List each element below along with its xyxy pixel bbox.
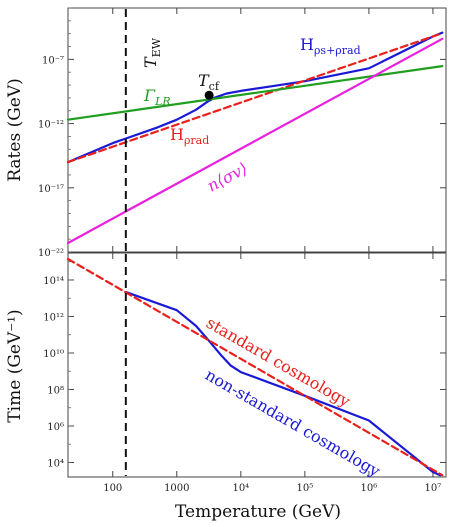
rates-panel: 10⁻²² 10⁻¹⁷ 10⁻¹² 10⁻⁷ Rates (GeV) Hρs+ρrad… — [5, 7, 447, 259]
label-standard-cosmology: standard cosmology — [203, 313, 354, 411]
series-n-v — [66, 37, 444, 245]
series-h-s-rad — [66, 31, 444, 164]
label-tcf: Tcf — [198, 71, 220, 93]
series-lr — [66, 65, 444, 121]
rates-ytick-label: 10⁻¹⁷ — [38, 184, 64, 195]
time-xtick-label: 10⁵ — [296, 483, 313, 494]
time-xtick-label: 1000 — [164, 483, 189, 494]
rates-ticks: 10⁻²² 10⁻¹⁷ 10⁻¹² 10⁻⁷ — [38, 7, 446, 259]
time-frame — [67, 252, 447, 478]
label-tew: TEW — [141, 37, 163, 68]
series-non-standard-cosmology — [124, 290, 442, 477]
time-ytick-label: 10⁶ — [47, 422, 64, 433]
label-gamma-lr: ΓLR — [143, 86, 171, 108]
time-series — [66, 257, 444, 477]
tcf-marker — [204, 90, 214, 100]
time-xtick-label: 100 — [103, 483, 122, 494]
time-xtick-label: 10⁶ — [361, 483, 378, 494]
rates-ytick-label: 10⁻¹² — [38, 120, 64, 131]
rates-frame — [67, 7, 447, 253]
label-h-rad: Hρrad — [170, 125, 209, 147]
time-xtick-label: 10⁷ — [425, 483, 442, 494]
time-panel: 10⁴ 10⁶ 10⁸ 10¹⁰ 10¹² 10¹⁴ 100 1000 10⁴ 10⁵ 10⁶ 10⁷… — [5, 252, 447, 522]
label-h-total: Hρs+ρrad — [300, 35, 361, 57]
series-standard-cosmology — [66, 257, 444, 477]
time-ytick-label: 10¹⁰ — [43, 349, 64, 360]
time-ytick-label: 10¹⁴ — [43, 276, 64, 287]
time-xtick-label: 10⁴ — [232, 483, 249, 494]
label-non-standard-cosmology: non-standard cosmology — [202, 365, 383, 481]
time-ticks: 10⁴ 10⁶ 10⁸ 10¹⁰ 10¹² 10¹⁴ 100 1000 10⁴ 10⁵ 10⁶ 10⁷ — [43, 253, 446, 494]
time-ytick-label: 10⁴ — [47, 458, 64, 469]
rates-y-label: Rates (GeV) — [5, 78, 25, 182]
series-h-rad — [66, 32, 444, 164]
time-ytick-label: 10¹² — [43, 312, 64, 323]
time-ytick-label: 10⁸ — [47, 385, 64, 396]
time-x-label: Temperature (GeV) — [175, 502, 341, 522]
time-y-label: Time (GeV⁻¹) — [5, 309, 25, 422]
rates-ytick-label: 10⁻²² — [38, 248, 64, 259]
rates-series — [66, 31, 444, 245]
rates-ytick-label: 10⁻⁷ — [42, 55, 64, 66]
